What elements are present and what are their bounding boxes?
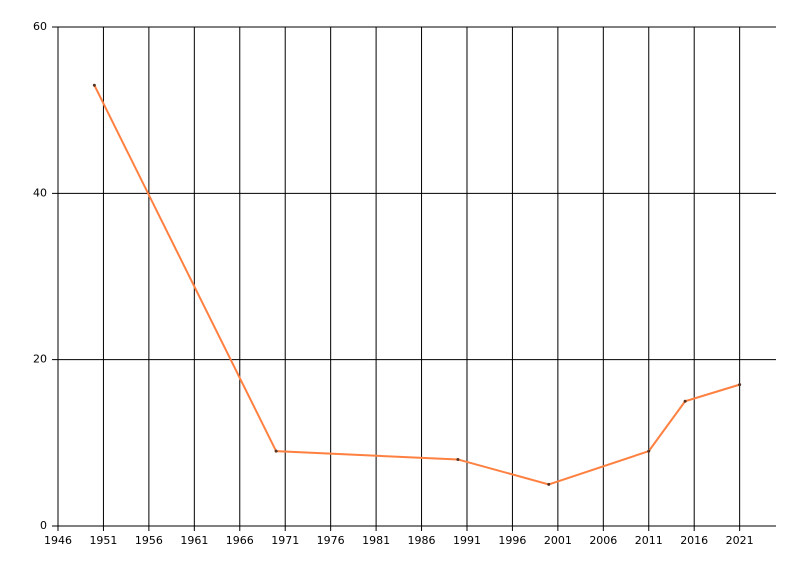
data-line (93, 84, 740, 486)
x-tick-label: 1996 (498, 534, 526, 547)
data-point (547, 482, 551, 486)
y-tick-label: 40 (33, 186, 47, 199)
data-point (738, 383, 742, 387)
x-tick-label: 1981 (362, 534, 390, 547)
x-tick-label: 1966 (226, 534, 254, 547)
data-point (683, 399, 687, 403)
x-tick-label: 1976 (317, 534, 345, 547)
x-tick-label: 1956 (135, 534, 163, 547)
x-tick-label: 1951 (89, 534, 117, 547)
x-tick-label: 2016 (680, 534, 708, 547)
data-point (647, 449, 651, 453)
x-tick-label: 2021 (726, 534, 754, 547)
y-tick-label: 0 (40, 519, 47, 532)
data-point (456, 457, 460, 461)
x-tick-label: 1946 (44, 534, 72, 547)
data-point (92, 83, 96, 87)
x-tick-label: 1961 (180, 534, 208, 547)
y-tick-label: 60 (33, 20, 47, 33)
x-tick-label: 1971 (271, 534, 299, 547)
data-point (274, 449, 278, 453)
x-tick-label: 2011 (635, 534, 663, 547)
x-tick-label: 2001 (544, 534, 572, 547)
x-tick-label: 1991 (453, 534, 481, 547)
y-tick-label: 20 (33, 353, 47, 366)
x-tick-label: 1986 (408, 534, 436, 547)
x-tick-label: 2006 (589, 534, 617, 547)
